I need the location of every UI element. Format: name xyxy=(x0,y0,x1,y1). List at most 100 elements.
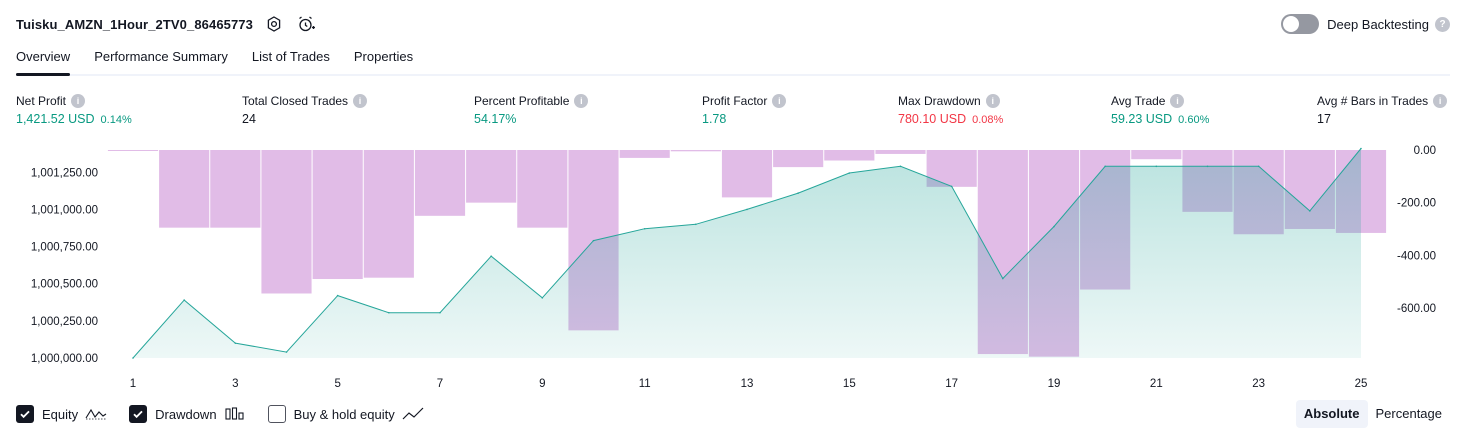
legend-equity[interactable]: Equity xyxy=(16,405,107,423)
equity-point xyxy=(183,299,185,301)
equity-point xyxy=(541,297,544,299)
buy-hold-checkbox[interactable] xyxy=(267,405,286,423)
drawdown-bar xyxy=(312,150,363,280)
drawdown-bar xyxy=(517,150,568,228)
x-axis-tick-label: 1 xyxy=(130,378,136,390)
x-axis-tick-label: 9 xyxy=(539,378,545,390)
metric-value: 54.17% xyxy=(474,112,517,126)
drawdown-bar xyxy=(107,150,159,151)
info-icon[interactable]: i xyxy=(71,94,86,108)
drawdown-bar xyxy=(159,150,210,228)
drawdown-bar xyxy=(773,150,824,168)
equity-drawdown-chart[interactable]: 1,000,000.00 1,000,250.00 1,000,500.00 1,00… xyxy=(0,140,1466,392)
metric-label: Total Closed Trades xyxy=(242,94,349,108)
right-axis-tick-label: -400.00 xyxy=(1397,250,1436,262)
equity-point xyxy=(1360,147,1362,150)
toggle-knob xyxy=(1283,16,1300,32)
left-axis-tick-label: 1,000,000.00 xyxy=(31,353,98,365)
metric-percent-profitable: Percent Profitable i 54.17% xyxy=(474,92,589,126)
metric-total-closed-trades: Total Closed Trades i 24 xyxy=(242,92,368,126)
drawdown-bar xyxy=(261,150,312,294)
metric-label: Profit Factor xyxy=(702,94,768,108)
metric-label: Max Drawdown xyxy=(898,94,981,108)
metric-value: 1.78 xyxy=(702,112,727,126)
info-icon[interactable]: i xyxy=(574,94,589,108)
tab-overview[interactable]: Overview xyxy=(16,46,71,76)
metric-avg-trade: Avg Trade i 59.23 USD 0.60% xyxy=(1111,92,1209,126)
equity-point xyxy=(899,165,902,168)
absolute-button[interactable]: Absolute xyxy=(1295,400,1368,428)
drawdown-bar xyxy=(721,150,773,198)
x-axis-tick-label: 3 xyxy=(232,378,238,390)
right-axis-tick-label: -600.00 xyxy=(1397,303,1436,315)
equity-point xyxy=(1206,165,1209,168)
x-axis-tick-label: 23 xyxy=(1252,378,1265,390)
metric-value: 24 xyxy=(242,112,256,126)
metric-percent: 0.14% xyxy=(100,114,132,126)
legend-buy-hold-equity[interactable]: Buy & hold equity xyxy=(267,405,424,423)
equity-checkbox[interactable] xyxy=(16,405,34,423)
drawdown-bar xyxy=(824,150,875,161)
tab-list-of-trades[interactable]: List of Trades xyxy=(251,49,330,64)
percentage-button[interactable]: Percentage xyxy=(1375,406,1443,421)
drawdown-bars-icon xyxy=(224,407,246,421)
equity-point xyxy=(132,357,134,359)
tab-performance-summary[interactable]: Performance Summary xyxy=(94,49,228,64)
info-icon[interactable]: i xyxy=(772,94,787,108)
x-axis-tick-label: 17 xyxy=(945,378,958,390)
x-axis-tick-label: 5 xyxy=(334,378,340,390)
deep-backtesting-toggle[interactable] xyxy=(1281,14,1320,34)
metric-percent: 0.60% xyxy=(1178,114,1210,126)
drawdown-checkbox[interactable] xyxy=(129,405,148,423)
x-axis-tick-label: 13 xyxy=(741,378,754,390)
equity-point xyxy=(234,342,237,344)
metric-max-drawdown: Max Drawdown i 780.10 USD 0.08% xyxy=(898,92,1003,126)
equity-point xyxy=(1309,210,1311,212)
equity-point xyxy=(848,172,851,174)
drawdown-bar xyxy=(1131,150,1182,160)
equity-point xyxy=(1257,165,1260,168)
drawdown-bar xyxy=(466,150,517,203)
equity-line-icon xyxy=(85,407,107,421)
equity-point xyxy=(439,311,441,314)
metric-label: Avg # Bars in Trades xyxy=(1317,94,1429,108)
equity-point xyxy=(643,227,646,230)
x-axis-tick-label: 25 xyxy=(1355,378,1368,390)
alarm-clock-plus-icon[interactable] xyxy=(295,13,317,35)
value-mode-switch: Absolute Percentage xyxy=(1295,400,1450,428)
tab-properties[interactable]: Properties xyxy=(353,49,414,64)
strategy-name: Tuisku_AMZN_1Hour_2TV0_86465773 xyxy=(16,16,253,32)
chart-legend: Equity Drawdown Buy & hold equity xyxy=(16,402,446,426)
equity-point xyxy=(1002,277,1004,280)
gear-icon[interactable] xyxy=(263,13,285,35)
x-axis-tick-label: 19 xyxy=(1048,378,1061,390)
x-axis-tick-label: 15 xyxy=(843,378,856,390)
info-icon[interactable]: i xyxy=(1170,94,1185,108)
equity-point xyxy=(388,311,390,314)
info-icon[interactable]: i xyxy=(353,94,368,108)
legend-label: Drawdown xyxy=(155,406,217,422)
metric-value: 59.23 USD xyxy=(1111,112,1173,126)
help-icon[interactable]: ? xyxy=(1435,16,1450,32)
equity-point xyxy=(950,185,953,188)
drawdown-bars xyxy=(107,150,1387,357)
legend-drawdown[interactable]: Drawdown xyxy=(129,405,245,423)
x-axis-tick-label: 11 xyxy=(639,378,651,390)
equity-point xyxy=(490,255,492,258)
info-icon[interactable]: i xyxy=(1433,94,1448,108)
metric-profit-factor: Profit Factor i 1.78 xyxy=(702,92,787,126)
drawdown-bar xyxy=(875,150,926,154)
left-axis-tick-label: 1,000,500.00 xyxy=(31,279,98,291)
info-icon[interactable]: i xyxy=(985,94,1000,108)
metric-label: Net Profit xyxy=(16,94,67,108)
equity-point xyxy=(1155,165,1158,168)
deep-backtesting-control: Deep Backtesting ? xyxy=(1281,13,1450,35)
equity-point xyxy=(592,239,595,242)
legend-label: Equity xyxy=(42,406,79,422)
metrics-row: Net Profit i 1,421.52 USD 0.14% Total Clos… xyxy=(0,92,1466,132)
drawdown-bar xyxy=(619,150,670,158)
drawdown-bar xyxy=(414,150,466,216)
equity-point xyxy=(746,208,748,211)
drawdown-bar xyxy=(363,150,414,278)
metric-value: 1,421.52 USD xyxy=(16,112,95,126)
